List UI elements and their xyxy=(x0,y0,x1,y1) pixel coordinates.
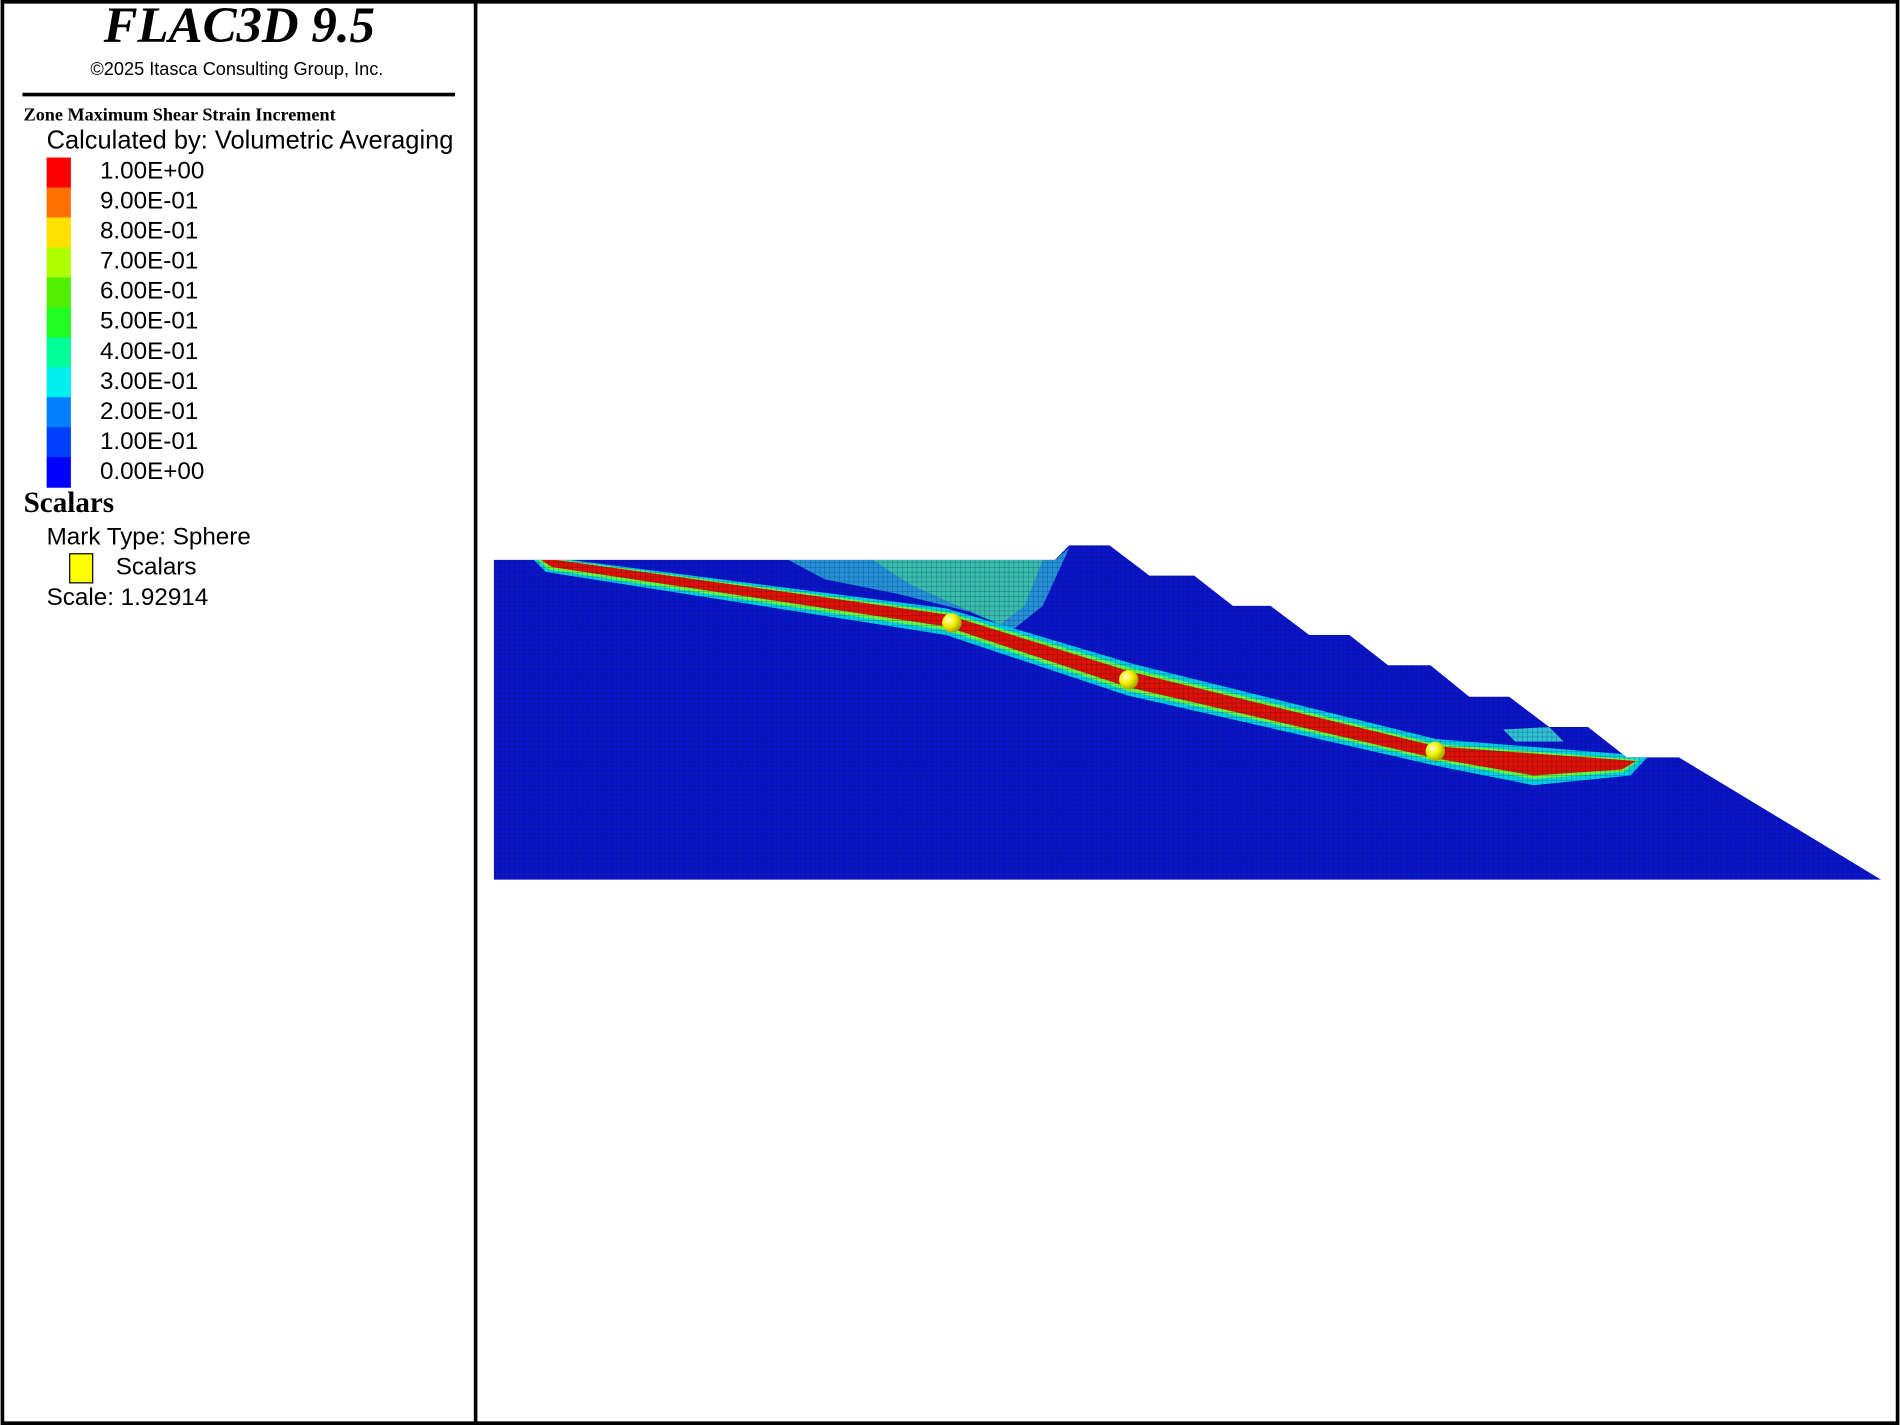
level-swatch xyxy=(46,217,71,249)
level-label: 2.00E-01 xyxy=(100,398,198,425)
contour-method: Calculated by: Volumetric Averaging xyxy=(47,126,454,154)
level-label: 9.00E-01 xyxy=(100,188,198,215)
level-label: 5.00E-01 xyxy=(100,308,198,335)
level-swatch xyxy=(46,367,71,398)
mark-type: Mark Type: Sphere xyxy=(47,523,251,550)
level-label: 3.00E-01 xyxy=(100,368,198,395)
level-swatch xyxy=(46,337,71,368)
app-title: FLAC3D 9.5 xyxy=(103,0,375,54)
level-swatch xyxy=(46,457,71,488)
scalar-sphere xyxy=(942,613,962,633)
level-label: 6.00E-01 xyxy=(100,278,198,305)
level-label: 1.00E-01 xyxy=(100,428,198,455)
level-swatch xyxy=(46,157,71,189)
scalar-swatch xyxy=(69,553,94,584)
level-swatch xyxy=(46,427,71,458)
level-swatch xyxy=(46,397,71,428)
scalars-title: Scalars xyxy=(24,487,114,519)
model xyxy=(493,545,1882,880)
copyright: ©2025 Itasca Consulting Group, Inc. xyxy=(90,59,383,79)
scalar-label: Scalars xyxy=(116,554,197,581)
level-label: 1.00E+00 xyxy=(100,157,204,184)
scalar-sphere xyxy=(1425,741,1445,761)
level-swatch xyxy=(46,247,71,278)
level-label: 7.00E-01 xyxy=(100,248,198,275)
level-swatch xyxy=(46,307,71,338)
scalar-sphere xyxy=(1119,670,1139,690)
level-swatch xyxy=(46,277,71,308)
level-label: 8.00E-01 xyxy=(100,218,198,245)
scale: Scale: 1.92914 xyxy=(47,584,209,611)
level-swatch xyxy=(46,187,71,219)
level-label: 4.00E-01 xyxy=(100,338,198,365)
contour-title: Zone Maximum Shear Strain Increment xyxy=(24,104,336,124)
contour-legend: 1.00E+00 9.00E-01 8.00E-01 7.00E-01 6.00E-01… xyxy=(46,157,204,488)
level-label: 0.00E+00 xyxy=(100,458,204,485)
